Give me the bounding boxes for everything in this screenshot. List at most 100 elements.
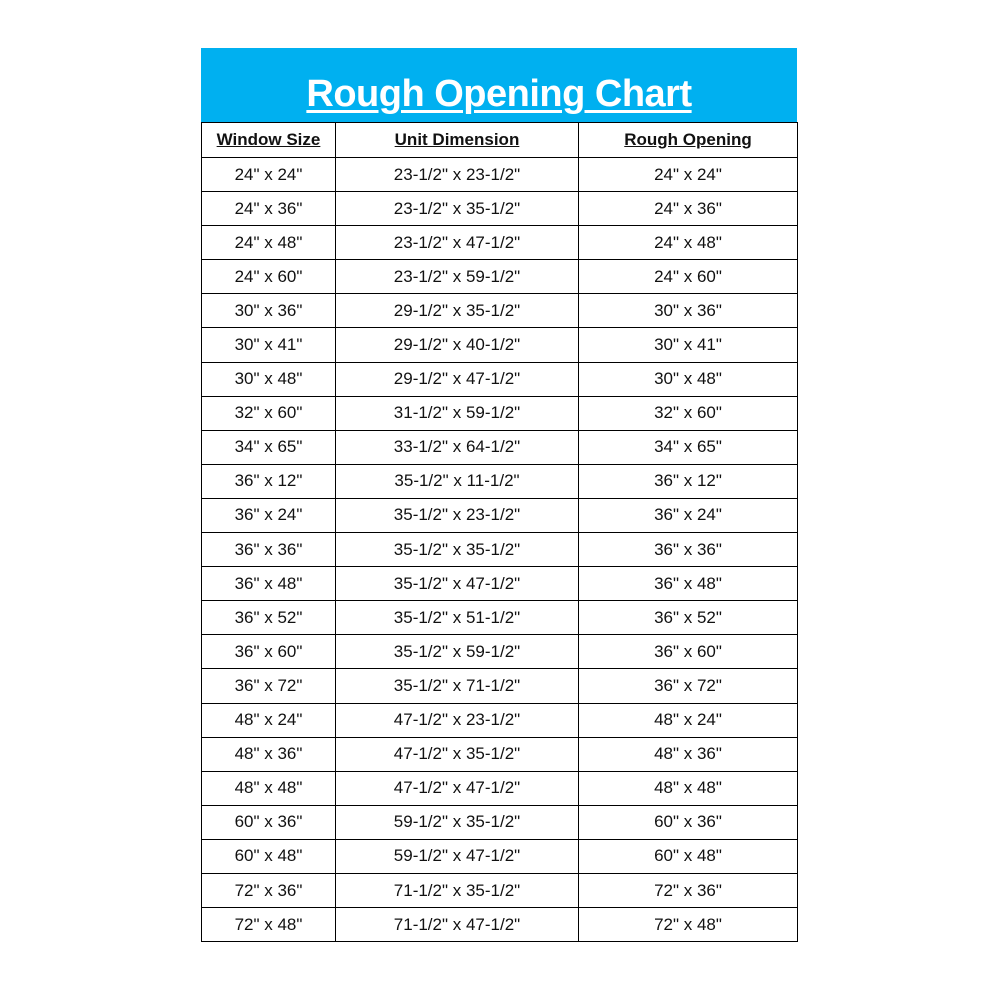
rough-opening-cell: 24" x 36": [578, 191, 798, 227]
window-size-cell: 72" x 48": [201, 907, 336, 943]
chart-title: Rough Opening Chart: [306, 73, 692, 115]
table-row: 24" x 60" 23-1/2" x 59-1/2" 24" x 60": [201, 259, 798, 295]
unit-dimension-cell: 35-1/2" x 35-1/2": [335, 532, 579, 568]
table-row: 24" x 24" 23-1/2" x 23-1/2" 24" x 24": [201, 156, 798, 193]
window-size-cell: 24" x 48": [201, 225, 336, 261]
window-size-cell: 30" x 36": [201, 293, 336, 329]
unit-dimension-cell: 47-1/2" x 35-1/2": [335, 736, 579, 772]
window-size-cell: 30" x 48": [201, 361, 336, 397]
table-row: 72" x 48" 71-1/2" x 47-1/2" 72" x 48": [201, 907, 798, 943]
rough-opening-table: Window Size Unit Dimension Rough Opening…: [201, 122, 798, 943]
window-size-cell: 24" x 24": [201, 156, 336, 193]
unit-dimension-cell: 59-1/2" x 47-1/2": [335, 838, 579, 874]
rough-opening-cell: 24" x 24": [578, 156, 798, 193]
unit-dimension-cell: 23-1/2" x 23-1/2": [335, 156, 579, 193]
table-row: 60" x 48" 59-1/2" x 47-1/2" 60" x 48": [201, 838, 798, 874]
table-row: 36" x 12" 35-1/2" x 11-1/2" 36" x 12": [201, 463, 798, 499]
rough-opening-cell: 60" x 48": [578, 838, 798, 874]
table-row: 30" x 36" 29-1/2" x 35-1/2" 30" x 36": [201, 293, 798, 329]
unit-dimension-cell: 23-1/2" x 59-1/2": [335, 259, 579, 295]
rough-opening-cell: 36" x 60": [578, 634, 798, 670]
unit-dimension-cell: 23-1/2" x 35-1/2": [335, 191, 579, 227]
unit-dimension-cell: 35-1/2" x 23-1/2": [335, 497, 579, 534]
rough-opening-cell: 60" x 36": [578, 804, 798, 840]
unit-dimension-cell: 23-1/2" x 47-1/2": [335, 225, 579, 261]
rough-opening-cell: 48" x 36": [578, 736, 798, 772]
column-header-unit-dimension: Unit Dimension: [335, 122, 579, 158]
unit-dimension-cell: 47-1/2" x 23-1/2": [335, 702, 579, 738]
table-row: 36" x 52" 35-1/2" x 51-1/2" 36" x 52": [201, 600, 798, 636]
window-size-cell: 30" x 41": [201, 327, 336, 363]
window-size-cell: 36" x 24": [201, 497, 336, 534]
unit-dimension-cell: 29-1/2" x 47-1/2": [335, 361, 579, 397]
rough-opening-cell: 48" x 48": [578, 770, 798, 806]
window-size-cell: 60" x 36": [201, 804, 336, 840]
window-size-cell: 48" x 24": [201, 702, 336, 738]
window-size-cell: 34" x 65": [201, 429, 336, 465]
table-row: 60" x 36" 59-1/2" x 35-1/2" 60" x 36": [201, 804, 798, 840]
window-size-cell: 36" x 72": [201, 668, 336, 704]
unit-dimension-cell: 59-1/2" x 35-1/2": [335, 804, 579, 840]
window-size-cell: 60" x 48": [201, 838, 336, 874]
table-row: 48" x 24" 47-1/2" x 23-1/2" 48" x 24": [201, 702, 798, 738]
unit-dimension-cell: 35-1/2" x 47-1/2": [335, 566, 579, 602]
table-row: 72" x 36" 71-1/2" x 35-1/2" 72" x 36": [201, 872, 798, 909]
rough-opening-cell: 32" x 60": [578, 395, 798, 431]
rough-opening-cell: 36" x 12": [578, 463, 798, 499]
window-size-cell: 24" x 36": [201, 191, 336, 227]
rough-opening-cell: 36" x 36": [578, 532, 798, 568]
title-banner: Rough Opening Chart: [201, 48, 797, 122]
table-row: 36" x 72" 35-1/2" x 71-1/2" 36" x 72": [201, 668, 798, 704]
window-size-cell: 36" x 12": [201, 463, 336, 499]
window-size-cell: 72" x 36": [201, 872, 336, 909]
unit-dimension-cell: 29-1/2" x 40-1/2": [335, 327, 579, 363]
table-row: 36" x 36" 35-1/2" x 35-1/2" 36" x 36": [201, 532, 798, 568]
window-size-cell: 48" x 48": [201, 770, 336, 806]
unit-dimension-cell: 31-1/2" x 59-1/2": [335, 395, 579, 431]
table-row: 30" x 48" 29-1/2" x 47-1/2" 30" x 48": [201, 361, 798, 397]
table-row: 24" x 36" 23-1/2" x 35-1/2" 24" x 36": [201, 191, 798, 227]
table-row: 48" x 36" 47-1/2" x 35-1/2" 48" x 36": [201, 736, 798, 772]
window-size-cell: 32" x 60": [201, 395, 336, 431]
window-size-cell: 36" x 60": [201, 634, 336, 670]
rough-opening-cell: 36" x 48": [578, 566, 798, 602]
table-row: 36" x 48" 35-1/2" x 47-1/2" 36" x 48": [201, 566, 798, 602]
rough-opening-cell: 48" x 24": [578, 702, 798, 738]
unit-dimension-cell: 35-1/2" x 59-1/2": [335, 634, 579, 670]
header-row: Window Size Unit Dimension Rough Opening: [201, 122, 798, 158]
rough-opening-cell: 30" x 36": [578, 293, 798, 329]
unit-dimension-cell: 33-1/2" x 64-1/2": [335, 429, 579, 465]
unit-dimension-cell: 71-1/2" x 47-1/2": [335, 907, 579, 943]
table-row: 30" x 41" 29-1/2" x 40-1/2" 30" x 41": [201, 327, 798, 363]
window-size-cell: 36" x 48": [201, 566, 336, 602]
unit-dimension-cell: 35-1/2" x 51-1/2": [335, 600, 579, 636]
rough-opening-chart: Rough Opening Chart Window Size Unit Dim…: [201, 48, 798, 943]
window-size-cell: 36" x 36": [201, 532, 336, 568]
table-row: 36" x 24" 35-1/2" x 23-1/2" 36" x 24": [201, 497, 798, 534]
rough-opening-cell: 30" x 48": [578, 361, 798, 397]
unit-dimension-cell: 29-1/2" x 35-1/2": [335, 293, 579, 329]
unit-dimension-cell: 35-1/2" x 71-1/2": [335, 668, 579, 704]
table-row: 24" x 48" 23-1/2" x 47-1/2" 24" x 48": [201, 225, 798, 261]
rough-opening-cell: 72" x 48": [578, 907, 798, 943]
unit-dimension-cell: 47-1/2" x 47-1/2": [335, 770, 579, 806]
unit-dimension-cell: 35-1/2" x 11-1/2": [335, 463, 579, 499]
table-row: 36" x 60" 35-1/2" x 59-1/2" 36" x 60": [201, 634, 798, 670]
column-header-rough-opening: Rough Opening: [578, 122, 798, 158]
rough-opening-cell: 34" x 65": [578, 429, 798, 465]
rough-opening-cell: 72" x 36": [578, 872, 798, 909]
window-size-cell: 36" x 52": [201, 600, 336, 636]
rough-opening-cell: 36" x 24": [578, 497, 798, 534]
rough-opening-cell: 24" x 48": [578, 225, 798, 261]
rough-opening-cell: 24" x 60": [578, 259, 798, 295]
window-size-cell: 48" x 36": [201, 736, 336, 772]
column-header-window-size: Window Size: [201, 122, 336, 158]
rough-opening-cell: 36" x 72": [578, 668, 798, 704]
table-row: 34" x 65" 33-1/2" x 64-1/2" 34" x 65": [201, 429, 798, 465]
rough-opening-cell: 30" x 41": [578, 327, 798, 363]
unit-dimension-cell: 71-1/2" x 35-1/2": [335, 872, 579, 909]
window-size-cell: 24" x 60": [201, 259, 336, 295]
table-row: 48" x 48" 47-1/2" x 47-1/2" 48" x 48": [201, 770, 798, 806]
rough-opening-cell: 36" x 52": [578, 600, 798, 636]
table-row: 32" x 60" 31-1/2" x 59-1/2" 32" x 60": [201, 395, 798, 431]
